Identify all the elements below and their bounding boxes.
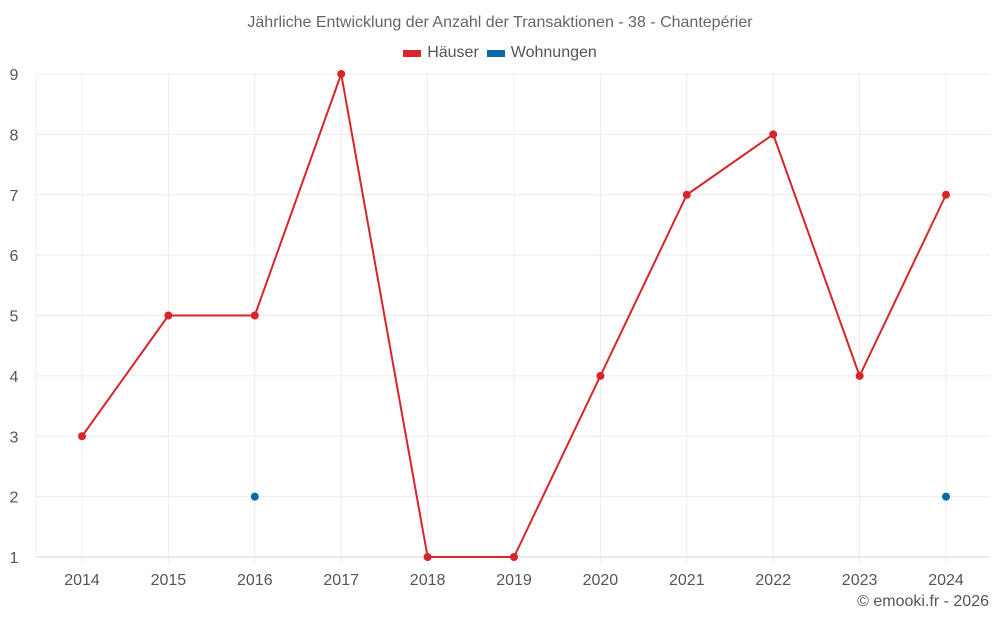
chart-title: Jährliche Entwicklung der Anzahl der Tra… bbox=[247, 14, 753, 31]
x-tick-label: 2023 bbox=[842, 572, 878, 589]
credit-text: © emooki.fr - 2026 bbox=[857, 593, 989, 610]
y-tick-label: 5 bbox=[10, 309, 19, 326]
data-point[interactable] bbox=[250, 492, 259, 501]
x-tick-label: 2015 bbox=[151, 572, 187, 589]
data-point[interactable] bbox=[423, 553, 432, 561]
data-point[interactable] bbox=[164, 311, 173, 320]
y-tick-label: 6 bbox=[10, 248, 19, 265]
data-point[interactable] bbox=[78, 432, 86, 441]
x-tick-label: 2017 bbox=[323, 572, 359, 589]
y-tick-label: 3 bbox=[10, 429, 19, 446]
x-tick-label: 2018 bbox=[410, 572, 446, 589]
data-point[interactable] bbox=[769, 130, 778, 139]
x-tick-label: 2021 bbox=[669, 572, 705, 589]
data-point[interactable] bbox=[337, 70, 346, 78]
y-tick-label: 1 bbox=[10, 550, 19, 567]
data-point[interactable] bbox=[682, 190, 691, 199]
y-tick-label: 2 bbox=[10, 490, 19, 507]
series-haeuser bbox=[78, 70, 950, 561]
data-point[interactable] bbox=[250, 311, 259, 320]
series-wohnungen bbox=[250, 492, 950, 501]
legend-item-wohnungen[interactable]: Wohnungen bbox=[486, 44, 597, 62]
x-tick-label: 2024 bbox=[928, 572, 964, 589]
x-tick-label: 2019 bbox=[496, 572, 532, 589]
chart-legend: Häuser Wohnungen bbox=[0, 44, 1000, 62]
legend-item-haeuser[interactable]: Häuser bbox=[403, 44, 479, 62]
y-tick-label: 8 bbox=[10, 127, 19, 144]
legend-label-wohnungen: Wohnungen bbox=[510, 44, 597, 61]
x-tick-label: 2016 bbox=[237, 572, 273, 589]
data-point[interactable] bbox=[855, 371, 864, 380]
x-tick-label: 2014 bbox=[64, 572, 100, 589]
y-tick-label: 9 bbox=[10, 67, 19, 84]
data-point[interactable] bbox=[942, 190, 950, 199]
data-point[interactable] bbox=[510, 553, 518, 561]
legend-label-haeuser: Häuser bbox=[427, 44, 479, 61]
data-point[interactable] bbox=[596, 371, 605, 380]
y-tick-label: 4 bbox=[10, 369, 19, 386]
legend-swatch-haeuser-icon bbox=[403, 49, 422, 57]
data-point[interactable] bbox=[942, 492, 950, 501]
x-tick-label: 2022 bbox=[755, 572, 791, 589]
y-tick-label: 7 bbox=[10, 188, 19, 205]
x-tick-label: 2020 bbox=[583, 572, 619, 589]
legend-swatch-wohnungen-icon bbox=[486, 49, 505, 57]
